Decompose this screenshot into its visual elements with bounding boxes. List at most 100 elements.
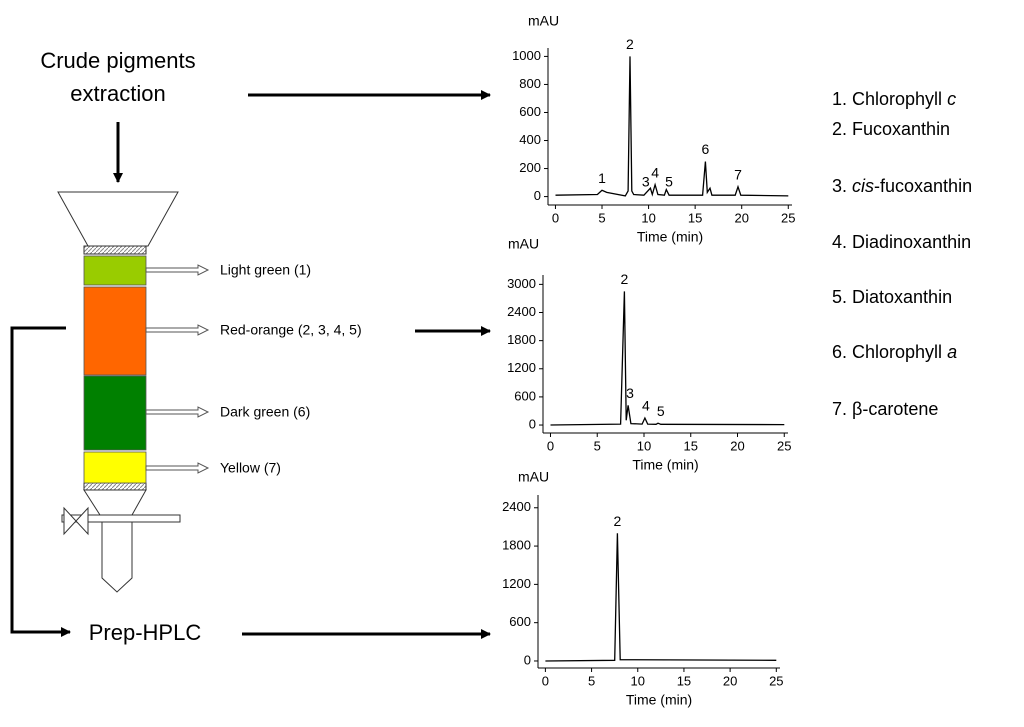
x-tick-label: 15 <box>684 438 698 453</box>
y-tick-label: 400 <box>519 132 541 147</box>
legend-text: 2. Fucoxanthin <box>832 119 950 139</box>
x-tick-label: 20 <box>734 210 748 225</box>
x-tick-label: 0 <box>547 438 554 453</box>
band-label: Dark green (6) <box>220 404 310 420</box>
band <box>83 375 147 451</box>
x-axis-label: Time (min) <box>626 692 692 708</box>
legend-text: a <box>947 342 957 362</box>
legend-item: 3. cis-fucoxanthin <box>832 176 972 196</box>
hollow-arrow <box>145 264 210 276</box>
x-tick-label: 25 <box>781 210 795 225</box>
hollow-arrow <box>145 406 210 418</box>
outlet-cone <box>83 489 147 516</box>
band-label: Light green (1) <box>220 262 311 278</box>
y-tick-label: 0 <box>529 416 536 431</box>
x-tick-label: 25 <box>777 438 791 453</box>
band-label: Red-orange (2, 3, 4, 5) <box>220 322 362 338</box>
x-axis-label: Time (min) <box>637 229 703 245</box>
x-axis-label: Time (min) <box>632 457 698 473</box>
y-tick-label: 800 <box>519 76 541 91</box>
legend-text: 4. Diadinoxanthin <box>832 232 971 252</box>
legend: 1. Chlorophyll c 2. Fucoxanthin 3. cis-fuc… <box>832 89 972 419</box>
x-tick-label: 10 <box>631 673 645 688</box>
legend-item: 5. Diatoxanthin <box>832 287 952 307</box>
legend-text: c <box>947 89 956 109</box>
legend-text: 6. Chlorophyll <box>832 342 947 362</box>
x-tick-label: 20 <box>730 438 744 453</box>
y-tick-label: 600 <box>514 388 536 403</box>
legend-text: 1. Chlorophyll <box>832 89 947 109</box>
legend-text: cis <box>852 176 874 196</box>
peak-label: 2 <box>626 36 634 52</box>
frit <box>83 482 147 491</box>
y-tick-label: 1200 <box>502 576 531 591</box>
frit <box>83 245 147 255</box>
x-tick-label: 15 <box>677 673 691 688</box>
x-tick-label: 0 <box>552 210 559 225</box>
y-axis-label: mAU <box>528 13 559 29</box>
y-tick-label: 0 <box>524 652 531 667</box>
peak-label: 3 <box>626 385 634 401</box>
peak-label: 7 <box>734 166 742 182</box>
band <box>83 286 147 376</box>
y-axis-label: mAU <box>518 469 549 485</box>
peak-label: 2 <box>614 513 622 529</box>
legend-item: 2. Fucoxanthin <box>832 119 950 139</box>
legend-item: 1. Chlorophyll c <box>832 89 956 109</box>
peak-label: 5 <box>665 173 673 189</box>
flow-arrows <box>10 90 491 639</box>
x-tick-label: 25 <box>769 673 783 688</box>
legend-text: 7. β-carotene <box>832 399 938 419</box>
peak-label: 3 <box>642 173 650 189</box>
y-tick-label: 1000 <box>512 48 541 63</box>
funnel <box>57 191 179 247</box>
peak-label: 4 <box>651 164 659 180</box>
y-tick-label: 600 <box>519 104 541 119</box>
x-tick-label: 5 <box>594 438 601 453</box>
hollow-arrow <box>145 462 210 474</box>
x-tick-label: 5 <box>588 673 595 688</box>
legend-text: -fucoxanthin <box>874 176 972 196</box>
valve <box>63 506 89 536</box>
hollow-arrow <box>145 324 210 336</box>
y-tick-label: 1800 <box>502 538 531 553</box>
legend-text: 5. Diatoxanthin <box>832 287 952 307</box>
y-axis-label: mAU <box>508 236 539 252</box>
trace <box>555 56 789 197</box>
band <box>83 451 147 484</box>
column <box>57 191 181 593</box>
x-tick-label: 20 <box>723 673 737 688</box>
x-tick-label: 10 <box>637 438 651 453</box>
trace <box>545 533 777 662</box>
peak-label: 6 <box>701 141 709 157</box>
x-tick-label: 15 <box>688 210 702 225</box>
band <box>83 255 147 286</box>
y-tick-label: 0 <box>534 188 541 203</box>
outlet-tube <box>101 521 133 593</box>
flow-label: Prep-HPLC <box>89 620 202 645</box>
peak-label: 2 <box>620 271 628 287</box>
peak-label: 1 <box>598 170 606 186</box>
x-tick-label: 10 <box>641 210 655 225</box>
arrow <box>10 326 71 637</box>
peak-label: 4 <box>642 398 650 414</box>
flow-label: extraction <box>70 81 165 106</box>
y-tick-label: 1200 <box>507 360 536 375</box>
legend-item: 7. β-carotene <box>832 399 938 419</box>
legend-item: 6. Chlorophyll a <box>832 342 957 362</box>
legend-text: 3. <box>832 176 852 196</box>
x-tick-label: 5 <box>598 210 605 225</box>
y-tick-label: 3000 <box>507 276 536 291</box>
y-tick-label: 1800 <box>507 332 536 347</box>
y-tick-label: 2400 <box>507 304 536 319</box>
y-tick-label: 600 <box>509 614 531 629</box>
peak-label: 5 <box>657 403 665 419</box>
y-tick-label: 2400 <box>502 499 531 514</box>
bands: Light green (1) Red-orange (2, 3, 4, 5) Da… <box>83 255 362 484</box>
x-tick-label: 0 <box>542 673 549 688</box>
y-tick-label: 200 <box>519 160 541 175</box>
flow-label: Crude pigments <box>40 48 195 73</box>
